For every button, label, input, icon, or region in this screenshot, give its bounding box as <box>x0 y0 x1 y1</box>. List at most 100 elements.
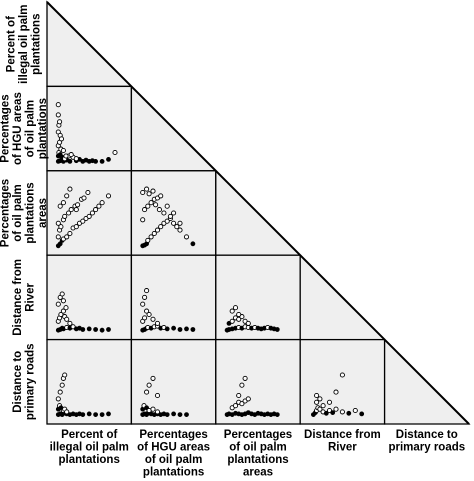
data-point <box>93 207 99 213</box>
column-label-line: primary roads <box>388 442 465 454</box>
data-point <box>67 320 73 326</box>
data-point <box>151 230 157 237</box>
scatter-panel-r4-c0 <box>46 338 133 425</box>
scatter-panel-r1-c0 <box>46 85 133 172</box>
data-point <box>323 410 329 416</box>
row-label-2: Percentagesof oil palmplantationsareas <box>0 179 49 247</box>
data-point <box>167 213 173 219</box>
data-point <box>144 288 150 294</box>
data-point <box>58 311 64 318</box>
data-point <box>80 327 86 332</box>
data-point <box>326 399 333 405</box>
data-point <box>164 218 170 224</box>
data-point <box>184 326 189 332</box>
column-label-3: Distance from River <box>304 429 381 454</box>
points-r4-c1 <box>140 375 189 417</box>
data-point <box>64 193 70 199</box>
data-point <box>66 210 72 216</box>
row-label-line: Percentages <box>0 94 11 162</box>
data-point <box>93 327 98 332</box>
data-point <box>339 409 345 415</box>
data-point <box>150 406 156 412</box>
data-point <box>75 202 81 208</box>
data-point <box>150 316 156 322</box>
data-point <box>153 202 159 208</box>
data-point <box>68 152 74 158</box>
data-point <box>60 298 66 304</box>
data-point <box>154 227 161 233</box>
data-point <box>62 372 68 378</box>
row-label-line: primary roads <box>24 343 36 420</box>
data-point <box>60 308 66 314</box>
data-point <box>150 188 156 194</box>
points-r2-c0 <box>55 186 112 249</box>
data-point <box>62 213 68 219</box>
points-r1-c0 <box>55 102 118 164</box>
data-point <box>145 203 151 209</box>
data-point <box>144 308 150 314</box>
data-point <box>229 308 235 314</box>
column-label-line: of oil palm <box>145 454 203 466</box>
data-point <box>146 311 152 318</box>
row-label-line: River <box>24 282 36 311</box>
data-point <box>171 325 176 331</box>
data-point <box>83 157 89 163</box>
data-point <box>339 372 345 378</box>
data-point <box>164 412 170 417</box>
diagonal-line <box>46 1 470 425</box>
data-point <box>140 189 146 196</box>
data-point <box>86 213 92 219</box>
data-point <box>55 102 61 108</box>
data-point <box>86 326 92 332</box>
data-point <box>164 203 170 209</box>
row-label-line: Percent of <box>6 16 18 72</box>
column-label-line: plantations <box>227 454 288 466</box>
data-point <box>64 409 70 415</box>
data-point <box>85 189 91 196</box>
column-label-4: Distance to primary roads <box>388 429 465 454</box>
data-point <box>55 112 61 118</box>
data-point <box>89 210 95 216</box>
data-point <box>63 153 69 159</box>
column-label-2: Percentages of oil palm plantations areas <box>224 429 292 479</box>
column-label-line: Percentages <box>139 429 207 441</box>
column-label-line: of oil palm <box>229 442 287 454</box>
data-point <box>236 392 242 399</box>
data-point <box>142 207 148 213</box>
row-label-line: of oil palm <box>24 100 36 158</box>
row-label-line: Percentages <box>0 179 11 247</box>
row-label-line: illegal oil palm <box>18 5 30 84</box>
points-r3-c2 <box>224 305 280 333</box>
row-label-line: Distance to <box>12 351 24 413</box>
data-point <box>236 316 242 322</box>
data-point <box>142 294 148 300</box>
data-point <box>64 316 70 322</box>
data-point <box>57 389 63 395</box>
data-point <box>55 234 61 240</box>
row-label-line: plantations <box>24 182 36 243</box>
column-label-1: Percentages of HGU areas of oil palm planta… <box>137 429 210 479</box>
data-point <box>148 234 154 240</box>
row-label-line: of HGU areas <box>12 92 24 165</box>
data-point <box>86 411 92 417</box>
column-label-line: of HGU areas <box>137 442 210 454</box>
column-label-line: Percent of <box>61 429 117 441</box>
data-point <box>320 403 326 409</box>
points-r4-c3 <box>310 372 365 417</box>
row-label-line: plantations <box>37 98 49 159</box>
data-point <box>55 220 61 226</box>
data-point <box>274 327 280 332</box>
data-point <box>154 409 161 415</box>
data-point <box>58 136 65 142</box>
data-point <box>67 158 73 164</box>
data-point <box>148 200 154 206</box>
data-point <box>59 291 65 297</box>
data-point <box>158 224 164 230</box>
data-point <box>99 412 105 417</box>
matrix-points <box>55 102 365 417</box>
points-r4-c0 <box>55 372 111 417</box>
points-r4-c2 <box>224 375 280 417</box>
points-r3-c0 <box>55 291 111 333</box>
data-point <box>73 207 79 213</box>
data-point <box>64 234 70 240</box>
